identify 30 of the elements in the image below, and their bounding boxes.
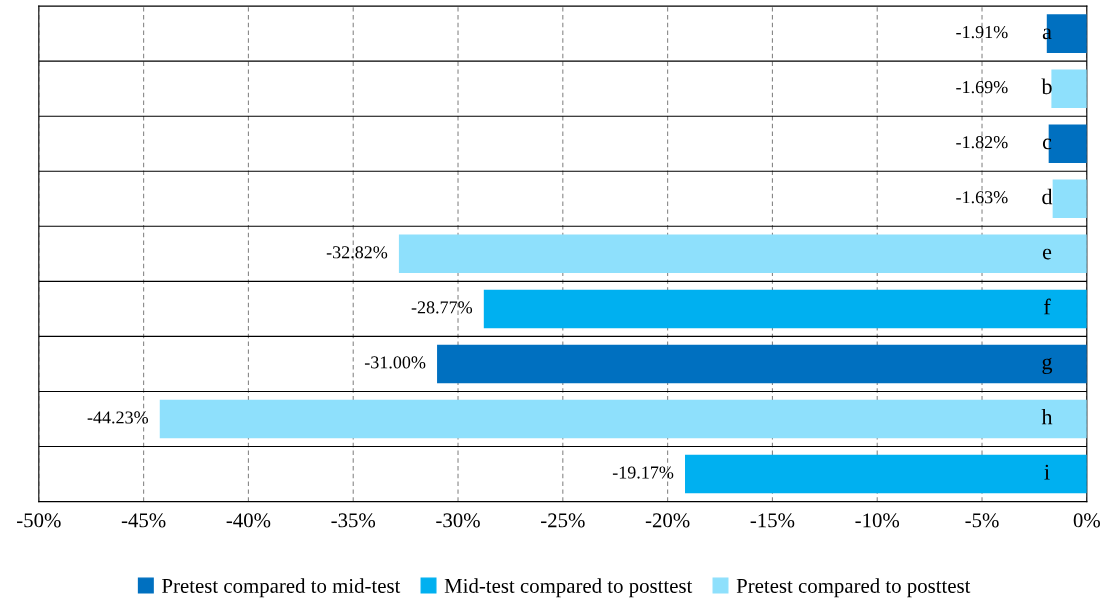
legend-label: Pretest compared to posttest bbox=[736, 578, 971, 598]
data-label: -1.69% bbox=[956, 81, 1008, 94]
y-tick-label: f bbox=[1043, 298, 1051, 315]
x-tick-label: -45% bbox=[121, 513, 166, 528]
y-tick-label: h bbox=[1041, 408, 1053, 425]
data-label: -32.82% bbox=[326, 246, 388, 259]
x-tick-label: -50% bbox=[17, 513, 61, 528]
y-tick-label: b bbox=[1041, 78, 1052, 95]
y-tick-label: i bbox=[1044, 464, 1050, 480]
legend-label: Pretest compared to mid-test bbox=[162, 578, 401, 598]
x-tick-label: -25% bbox=[541, 513, 585, 528]
x-tick-label: 0% bbox=[1073, 513, 1100, 528]
data-label: -31.00% bbox=[364, 356, 426, 369]
x-tick-label: -10% bbox=[855, 513, 900, 528]
data-label: -1.91% bbox=[956, 25, 1008, 39]
y-tick-label: g bbox=[1042, 357, 1053, 375]
x-tick-label: -5% bbox=[965, 513, 999, 528]
x-tick-label: -30% bbox=[436, 513, 480, 528]
data-label: -28.77% bbox=[411, 301, 473, 314]
x-tick-label: -15% bbox=[750, 513, 795, 528]
data-label: -44.23% bbox=[87, 411, 149, 424]
legend-label: Mid-test compared to posttest bbox=[444, 578, 693, 598]
x-tick-label: -40% bbox=[226, 513, 271, 528]
y-tick-label: d bbox=[1042, 188, 1053, 205]
y-tick-label: e bbox=[1042, 248, 1052, 260]
data-label: -1.63% bbox=[956, 191, 1008, 204]
data-label: -1.82% bbox=[956, 136, 1008, 149]
data-label: -19.17% bbox=[612, 466, 674, 479]
x-tick-label: -35% bbox=[331, 513, 376, 528]
x-tick-label: -20% bbox=[645, 513, 690, 528]
